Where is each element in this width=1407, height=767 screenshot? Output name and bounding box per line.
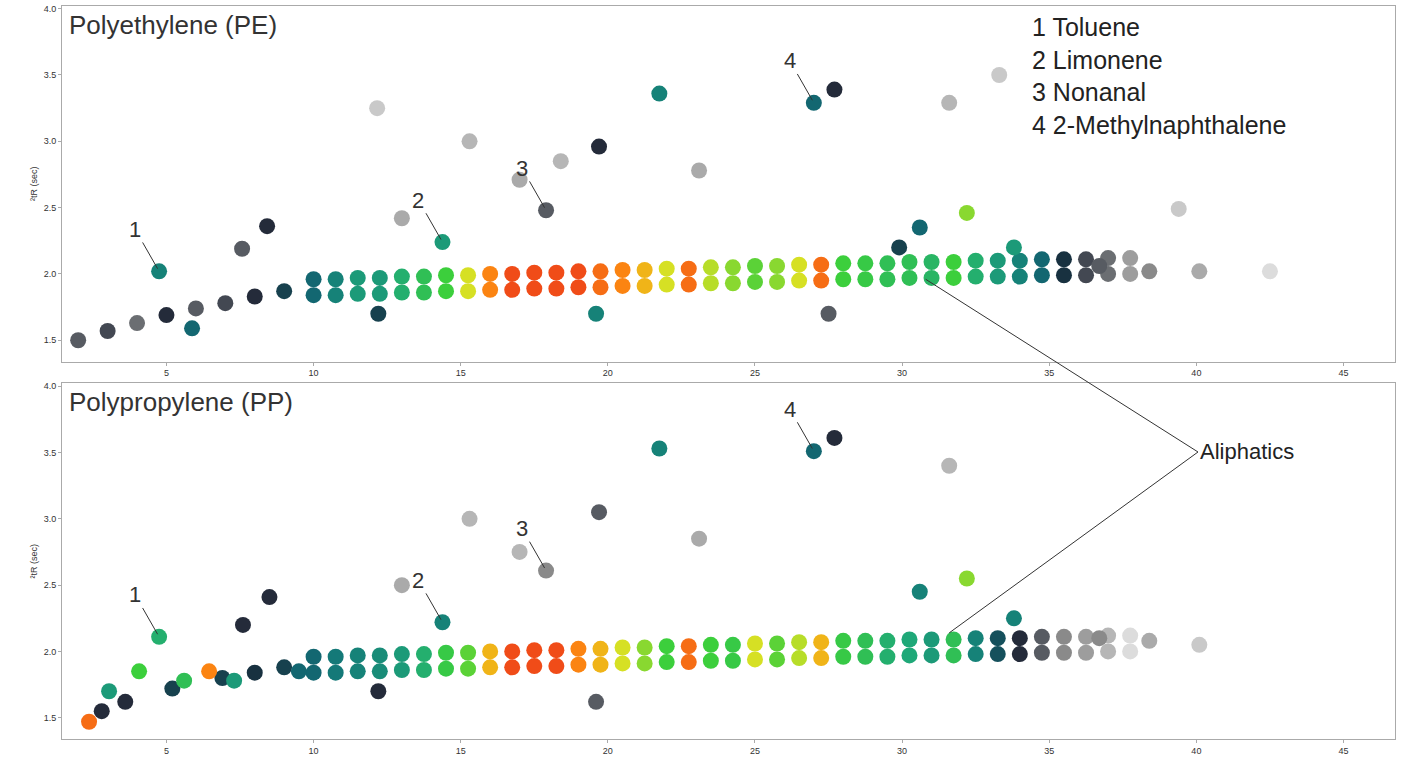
svg-text:45: 45 [1338, 368, 1348, 378]
svg-text:40: 40 [1191, 746, 1201, 756]
svg-text:2: 2 [412, 188, 424, 213]
svg-text:2.5: 2.5 [44, 203, 57, 213]
svg-text:4: 4 [784, 48, 796, 73]
svg-text:40: 40 [1191, 368, 1201, 378]
svg-text:25: 25 [750, 368, 760, 378]
svg-text:3: 3 [516, 516, 528, 541]
svg-text:²tR (sec): ²tR (sec) [29, 167, 39, 202]
svg-text:35: 35 [1044, 368, 1054, 378]
svg-text:5: 5 [164, 746, 169, 756]
svg-text:4: 4 [784, 397, 796, 422]
svg-text:2.5: 2.5 [44, 580, 57, 590]
svg-text:4.0: 4.0 [44, 381, 57, 391]
svg-text:20: 20 [603, 746, 613, 756]
svg-text:²tR (sec): ²tR (sec) [29, 544, 39, 579]
svg-text:4.0: 4.0 [44, 4, 57, 14]
svg-text:3.0: 3.0 [44, 514, 57, 524]
svg-text:45: 45 [1338, 746, 1348, 756]
svg-text:3.5: 3.5 [44, 70, 57, 80]
svg-text:1.5: 1.5 [44, 713, 57, 723]
svg-text:1: 1 [129, 582, 141, 607]
svg-text:25: 25 [750, 746, 760, 756]
svg-text:5: 5 [164, 368, 169, 378]
svg-text:10: 10 [309, 746, 319, 756]
svg-text:10: 10 [309, 368, 319, 378]
svg-text:1 Toluene2 Limonene3 Nonanal4: 1 Toluene2 Limonene3 Nonanal4 2-Methylna… [1032, 13, 1286, 139]
svg-text:30: 30 [897, 368, 907, 378]
svg-text:3.5: 3.5 [44, 448, 57, 458]
svg-text:1.5: 1.5 [44, 335, 57, 345]
svg-text:2.0: 2.0 [44, 647, 57, 657]
svg-text:Polyethylene (PE): Polyethylene (PE) [69, 10, 277, 40]
svg-text:Polypropylene (PP): Polypropylene (PP) [69, 387, 293, 417]
svg-text:3: 3 [516, 156, 528, 181]
svg-text:30: 30 [897, 746, 907, 756]
svg-text:20: 20 [603, 368, 613, 378]
svg-text:15: 15 [456, 746, 466, 756]
svg-text:2.0: 2.0 [44, 269, 57, 279]
svg-text:2: 2 [412, 568, 424, 593]
svg-text:15: 15 [456, 368, 466, 378]
svg-text:3.0: 3.0 [44, 136, 57, 146]
svg-text:35: 35 [1044, 746, 1054, 756]
svg-text:1: 1 [129, 217, 141, 242]
svg-text:Aliphatics: Aliphatics [1200, 439, 1294, 464]
